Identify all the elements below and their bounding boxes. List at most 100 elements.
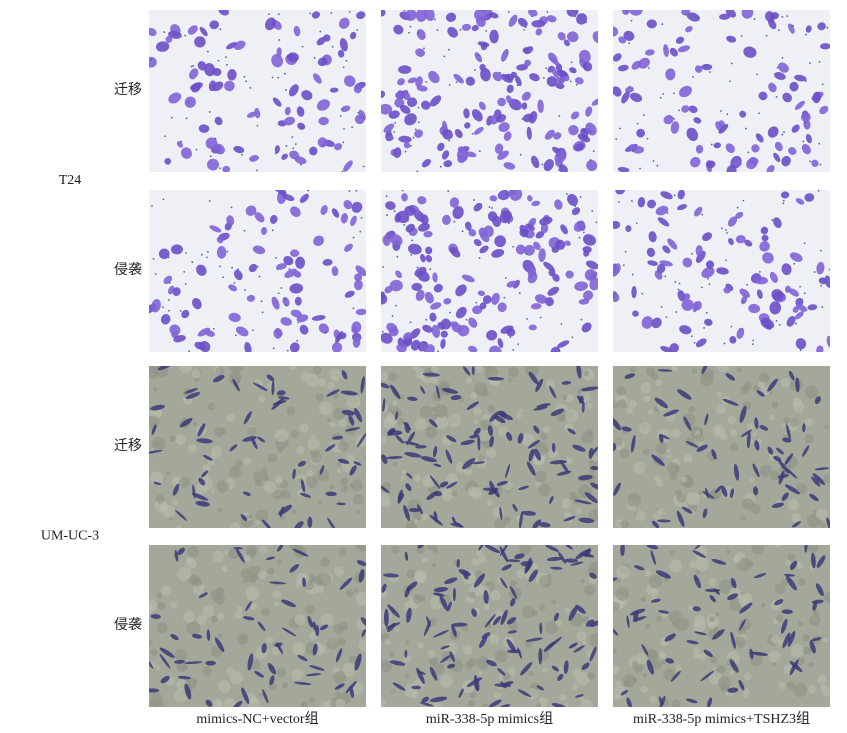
- pore-dot: [275, 256, 277, 259]
- cell: [163, 275, 173, 285]
- pore-dot: [752, 339, 755, 342]
- cell: [788, 288, 800, 297]
- cell: [267, 663, 277, 675]
- cell: [206, 629, 211, 641]
- pore-dot: [758, 112, 761, 115]
- membrane-pore: [149, 471, 163, 485]
- membrane-pore: [175, 434, 187, 446]
- cell: [492, 215, 502, 228]
- membrane-pore: [824, 424, 829, 430]
- cell: [626, 615, 630, 628]
- membrane-pore: [805, 385, 819, 400]
- cell: [455, 284, 467, 297]
- pore-dot: [436, 29, 439, 31]
- cell: [811, 159, 819, 167]
- pore-dot: [206, 50, 209, 53]
- pore-dot: [151, 205, 153, 207]
- membrane-pore: [566, 394, 575, 403]
- cell: [404, 649, 408, 659]
- membrane-pore: [475, 366, 483, 373]
- pore-dot: [782, 199, 785, 202]
- cell: [477, 290, 486, 296]
- pore-dot: [652, 160, 655, 162]
- cell: [646, 19, 657, 29]
- pore-dot: [185, 252, 187, 254]
- cell: [494, 415, 506, 424]
- cell: [439, 595, 449, 611]
- cell: [500, 577, 508, 589]
- pore-dot: [783, 131, 785, 133]
- cell: [429, 312, 437, 322]
- cell: [232, 700, 243, 707]
- cell: [216, 236, 224, 244]
- cell: [340, 390, 358, 396]
- membrane-pore: [761, 385, 771, 396]
- cell: [560, 224, 568, 235]
- membrane-pore: [391, 545, 400, 554]
- membrane-pore: [688, 605, 694, 611]
- cell: [382, 235, 391, 246]
- cell: [233, 546, 243, 550]
- pore-dot: [322, 144, 325, 146]
- cell: [656, 263, 666, 274]
- membrane-pore: [415, 368, 426, 379]
- cell: [284, 106, 291, 116]
- membrane-pore: [695, 557, 710, 572]
- membrane-pore: [582, 640, 587, 645]
- cell: [696, 444, 708, 452]
- cell: [252, 245, 266, 255]
- cell: [317, 57, 328, 67]
- cell: [173, 335, 186, 343]
- membrane-pore: [187, 443, 197, 453]
- pore-dot: [455, 81, 458, 84]
- pore-dot: [512, 245, 515, 248]
- cell: [473, 573, 486, 588]
- membrane-pore: [589, 633, 598, 648]
- cell: [773, 455, 782, 462]
- pore-dot: [566, 193, 568, 196]
- cell: [257, 621, 266, 631]
- cell: [665, 658, 674, 664]
- cell: [510, 598, 516, 607]
- cell: [446, 435, 457, 443]
- pore-dot: [352, 307, 355, 310]
- membrane-pore: [191, 369, 201, 379]
- cell: [786, 316, 796, 327]
- cell: [767, 446, 774, 455]
- cell: [565, 270, 574, 279]
- pore-dot: [664, 275, 667, 278]
- cell: [725, 10, 737, 18]
- membrane-pore: [276, 667, 287, 678]
- cell: [265, 556, 276, 561]
- cell: [732, 159, 742, 167]
- assay-label: 迁移: [114, 438, 142, 454]
- cell: [568, 642, 578, 649]
- cell: [514, 75, 522, 87]
- membrane-pore: [778, 681, 786, 690]
- membrane-pore: [406, 568, 416, 579]
- pore-dot: [742, 199, 745, 202]
- cell: [443, 298, 452, 305]
- cell: [667, 238, 678, 250]
- cell: [517, 433, 524, 444]
- cell: [403, 142, 411, 149]
- pore-dot: [665, 316, 668, 318]
- cell: [151, 424, 157, 436]
- membrane-pore: [311, 434, 316, 439]
- cell: [780, 618, 788, 634]
- pore-dot: [195, 148, 198, 151]
- cell: [179, 417, 193, 428]
- pore-dot: [448, 139, 451, 142]
- cell: [245, 205, 257, 216]
- cell: [812, 473, 826, 486]
- cell: [501, 48, 509, 62]
- membrane-pore: [155, 665, 160, 670]
- cell: [701, 267, 715, 279]
- pore-dot: [545, 67, 548, 70]
- cell: [456, 558, 460, 568]
- membrane-pore: [383, 417, 396, 430]
- membrane-pore: [780, 378, 791, 388]
- cell: [214, 637, 225, 653]
- pore-dot: [395, 304, 397, 307]
- pore-dot: [800, 298, 803, 301]
